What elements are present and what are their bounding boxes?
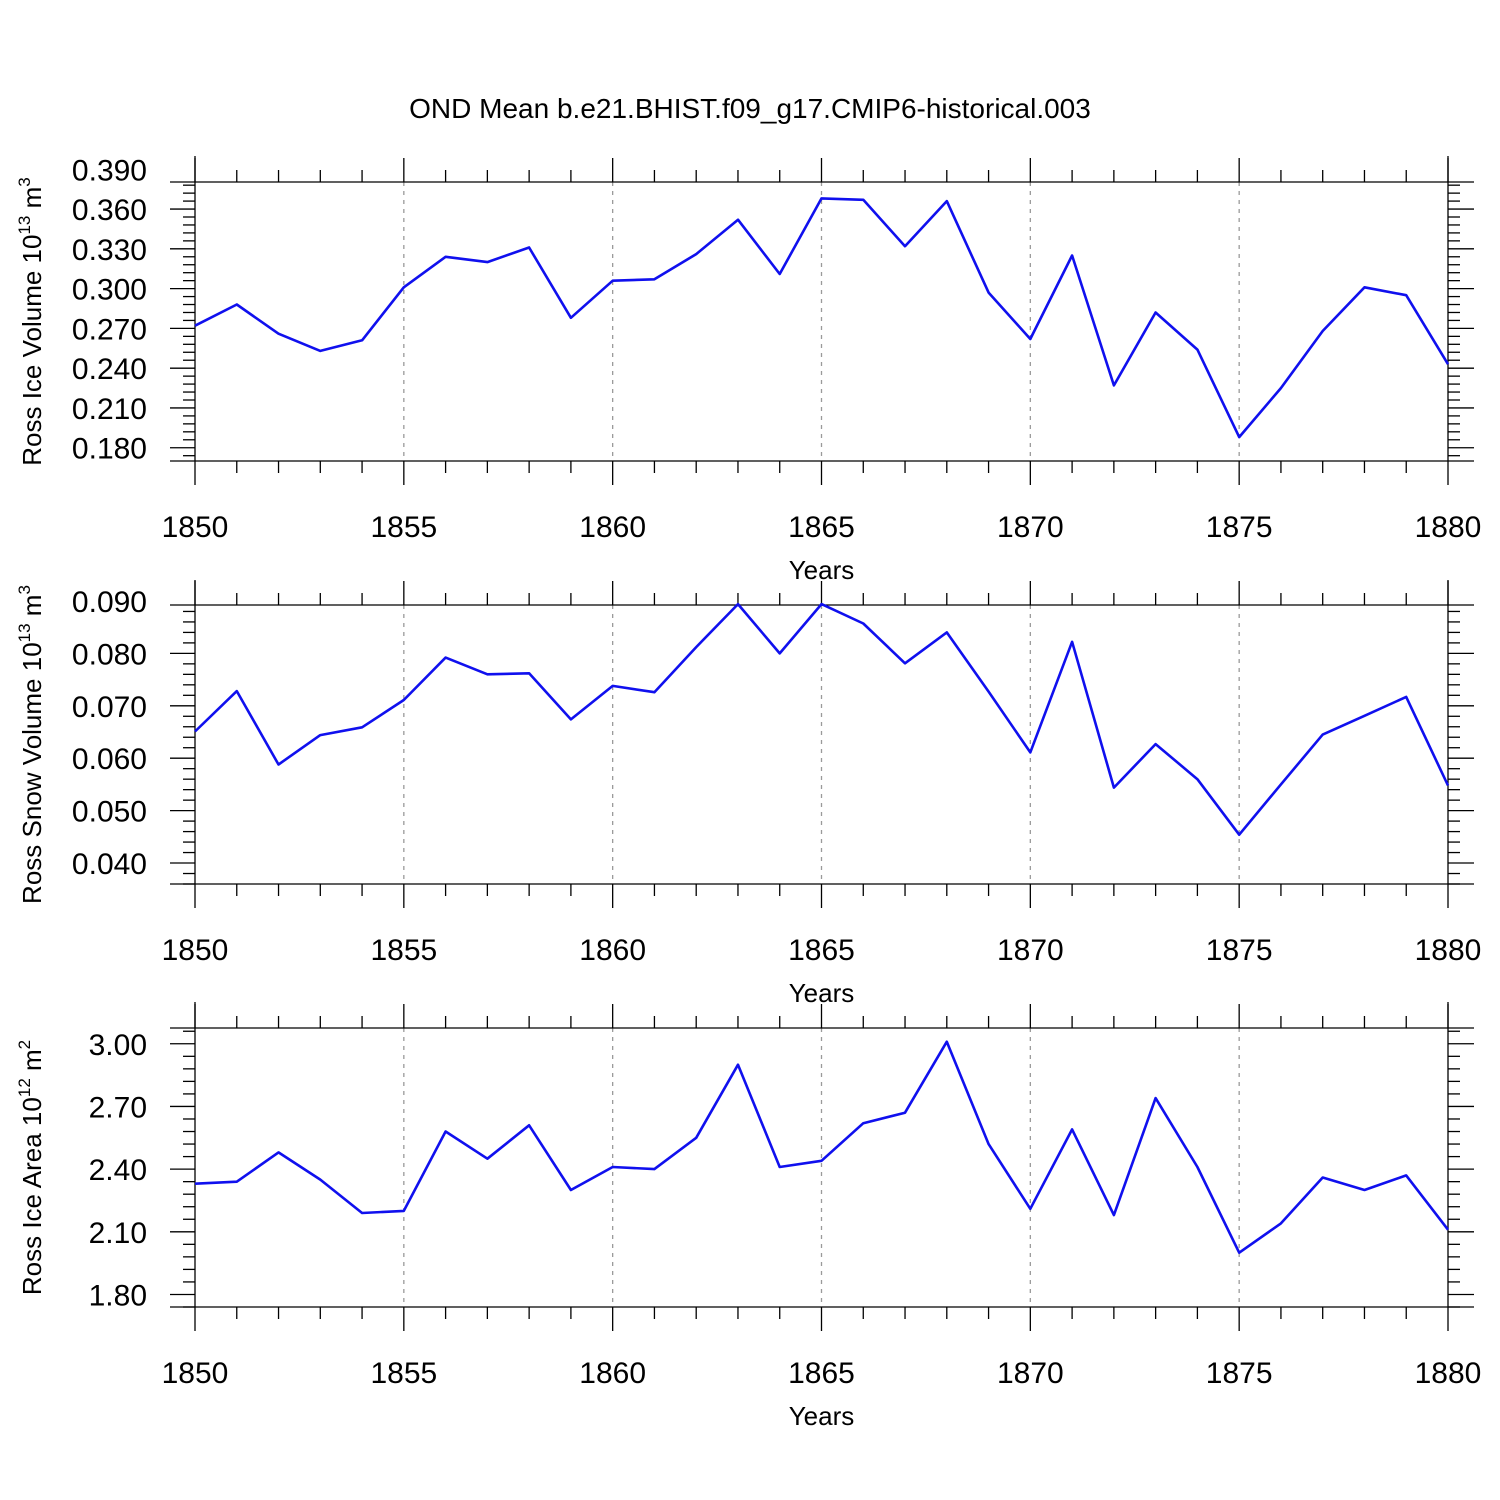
y-tick-label: 0.240 (72, 353, 147, 386)
x-axis-label: Years (789, 555, 855, 585)
y-tick-label: 0.270 (72, 313, 147, 346)
y-axis-label-unit: m (17, 595, 47, 624)
x-tick-label: 1870 (997, 511, 1064, 544)
ross-ice-area-series-line (194, 1040, 1450, 1254)
y-tick-label: 0.330 (72, 234, 147, 267)
y-axis-label-exponent: 12 (15, 1078, 34, 1097)
y-tick-label: 0.070 (72, 691, 147, 724)
x-tick-label: 1880 (1415, 1357, 1482, 1390)
x-tick-label: 1870 (997, 1357, 1064, 1390)
x-tick-label: 1865 (788, 511, 855, 544)
x-tick-label: 1875 (1206, 934, 1273, 967)
x-tick-label: 1880 (1415, 511, 1482, 544)
y-tick-label: 2.40 (89, 1154, 147, 1187)
ross-ice-area-panel: 1850 1855 1860 1865 1870 1875 1880 Years 1.80 2.1… (15, 1002, 1481, 1431)
x-tick-label: 1855 (370, 1357, 437, 1390)
x-tick-label: 1860 (579, 934, 646, 967)
y-tick-label: 3.00 (89, 1029, 147, 1062)
ross-snow-volume-series-line (194, 602, 1450, 837)
ross-snow-volume-panel: 1850 1855 1860 1865 1870 1875 1880 Years 0.040 0.… (15, 580, 1481, 1008)
y-axis-label-unit: m (17, 1049, 47, 1078)
x-tick-label: 1860 (579, 511, 646, 544)
y-axis-label-unit-exponent: 3 (15, 177, 34, 186)
y-tick-label: 0.300 (72, 274, 147, 307)
x-axis-label: Years (789, 1401, 855, 1431)
x-tick-label: 1855 (370, 934, 437, 967)
x-tick-label: 1870 (997, 934, 1064, 967)
y-tick-label: 1.80 (89, 1279, 147, 1312)
y-tick-label: 0.060 (72, 743, 147, 776)
x-tick-label: 1850 (162, 511, 229, 544)
y-axis-label: Ross Ice Area 1012 m2 (15, 1040, 47, 1295)
y-axis-label-exponent: 13 (15, 216, 34, 235)
x-tick-label: 1880 (1415, 934, 1482, 967)
panels: 1850 1855 1860 1865 1870 1875 1880 Years 0.180 0.… (15, 154, 1481, 1431)
y-axis-label-unit: m (17, 187, 47, 216)
x-tick-label: 1865 (788, 1357, 855, 1390)
x-tick-label: 1850 (162, 934, 229, 967)
y-axis-label: Ross Ice Volume 1013 m3 (15, 177, 47, 466)
x-axis-label: Years (789, 978, 855, 1008)
y-axis-label-text: Ross Ice Volume 10 (17, 235, 47, 466)
x-tick-label: 1860 (579, 1357, 646, 1390)
x-tick-label: 1875 (1206, 511, 1273, 544)
ross-ice-volume-series-line (194, 197, 1450, 439)
x-tick-label: 1855 (370, 511, 437, 544)
x-tick-label: 1875 (1206, 1357, 1273, 1390)
y-axis-label-unit-exponent: 3 (15, 585, 34, 594)
figure-title: OND Mean b.e21.BHIST.f09_g17.CMIP6-histo… (409, 93, 1091, 124)
y-axis-label-text: Ross Ice Area 10 (17, 1097, 47, 1295)
y-tick-label: 0.390 (72, 154, 147, 187)
ross-ice-volume-panel: 1850 1855 1860 1865 1870 1875 1880 Years 0.180 0.… (15, 154, 1481, 585)
x-tick-label: 1850 (162, 1357, 229, 1390)
y-tick-label: 0.050 (72, 796, 147, 829)
y-axis-label-exponent: 13 (15, 623, 34, 642)
y-axis-label-unit-exponent: 2 (15, 1040, 34, 1049)
y-tick-label: 0.080 (72, 638, 147, 671)
y-tick-label: 0.090 (72, 586, 147, 619)
y-axis-label-text: Ross Snow Volume 10 (17, 642, 47, 904)
y-tick-label: 2.70 (89, 1091, 147, 1124)
y-tick-label: 2.10 (89, 1217, 147, 1250)
y-tick-label: 0.360 (72, 194, 147, 227)
x-tick-label: 1865 (788, 934, 855, 967)
y-tick-label: 0.210 (72, 393, 147, 426)
y-tick-label: 0.040 (72, 848, 147, 881)
y-axis-label: Ross Snow Volume 1013 m3 (15, 585, 47, 904)
y-tick-label: 0.180 (72, 433, 147, 466)
